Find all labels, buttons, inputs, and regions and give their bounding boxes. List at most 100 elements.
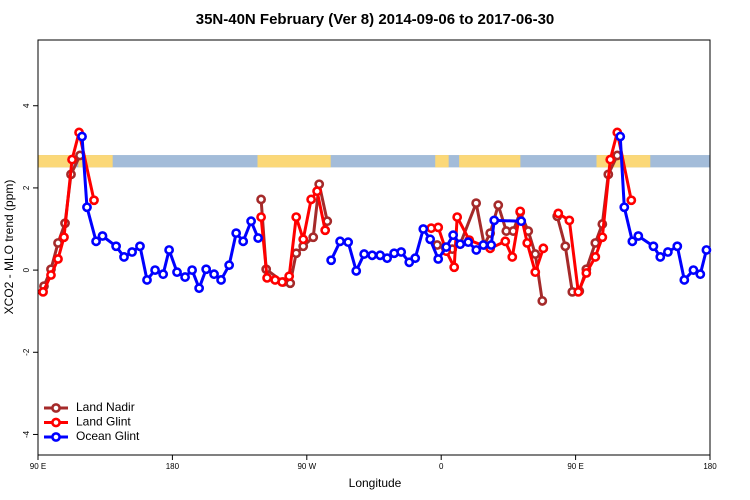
x-tick-label: 90 W bbox=[297, 462, 316, 471]
y-axis-label: XCO2 - MLO trend (ppm) bbox=[2, 180, 16, 315]
y-tick-label: -4 bbox=[22, 430, 31, 438]
data-point bbox=[172, 267, 182, 278]
data-point bbox=[246, 216, 256, 227]
data-point bbox=[216, 275, 226, 285]
data-point bbox=[486, 240, 497, 250]
data-point bbox=[452, 212, 463, 222]
data-point bbox=[530, 249, 541, 259]
x-tick-label: 90 E bbox=[567, 462, 583, 471]
x-tick-label: 180 bbox=[703, 462, 717, 471]
data-point bbox=[441, 242, 452, 252]
data-point bbox=[231, 228, 242, 239]
data-point bbox=[77, 131, 87, 142]
data-point bbox=[382, 253, 393, 264]
legend-label: Land Nadir bbox=[76, 400, 135, 414]
data-point bbox=[627, 236, 638, 247]
data-point bbox=[91, 236, 101, 247]
data-point bbox=[320, 225, 331, 236]
data-point bbox=[194, 283, 205, 294]
data-point bbox=[201, 264, 212, 275]
data-point bbox=[648, 241, 659, 252]
data-point bbox=[655, 252, 666, 262]
data-point bbox=[695, 269, 706, 280]
land-band bbox=[459, 155, 521, 168]
data-point bbox=[560, 241, 571, 252]
data-point bbox=[306, 194, 317, 205]
data-point bbox=[284, 271, 295, 282]
data-point bbox=[553, 208, 564, 219]
data-point bbox=[238, 236, 249, 247]
data-point bbox=[351, 266, 362, 276]
ocean-band bbox=[38, 155, 710, 168]
data-point bbox=[158, 269, 169, 280]
x-tick-label: 90 E bbox=[30, 462, 46, 471]
data-point bbox=[410, 253, 421, 264]
data-point bbox=[262, 273, 272, 283]
legend-marker bbox=[51, 403, 61, 413]
data-point bbox=[537, 296, 548, 306]
data-point bbox=[256, 194, 267, 205]
data-point bbox=[605, 154, 616, 165]
data-point bbox=[164, 245, 175, 255]
data-point bbox=[97, 231, 108, 241]
data-point bbox=[478, 240, 489, 250]
data-point bbox=[471, 245, 482, 255]
data-point bbox=[335, 236, 346, 247]
data-point bbox=[530, 267, 541, 278]
data-point bbox=[150, 265, 160, 275]
data-point bbox=[688, 265, 699, 275]
data-point bbox=[418, 224, 429, 234]
y-tick-label: 2 bbox=[22, 185, 31, 190]
data-point bbox=[291, 212, 302, 222]
data-point bbox=[253, 233, 264, 243]
data-point bbox=[538, 243, 549, 254]
data-point bbox=[433, 222, 444, 233]
data-point bbox=[448, 230, 459, 241]
data-point bbox=[633, 231, 644, 241]
data-point bbox=[46, 270, 56, 280]
legend-marker bbox=[51, 417, 61, 428]
legend-label: Land Glint bbox=[76, 415, 131, 429]
data-point bbox=[312, 186, 323, 197]
data-point bbox=[626, 195, 637, 206]
data-point bbox=[507, 252, 518, 262]
y-tick-label: 4 bbox=[22, 103, 31, 108]
data-point bbox=[455, 239, 466, 250]
data-point bbox=[89, 195, 99, 206]
data-point bbox=[515, 206, 526, 217]
y-tick-label: -2 bbox=[22, 348, 31, 356]
x-tick-label: 180 bbox=[166, 462, 180, 471]
data-point bbox=[127, 247, 137, 257]
data-point bbox=[701, 245, 712, 255]
data-point bbox=[489, 215, 500, 226]
data-point bbox=[298, 234, 309, 245]
data-point bbox=[425, 234, 436, 245]
data-point bbox=[672, 241, 683, 252]
land-band bbox=[435, 155, 449, 168]
data-point bbox=[180, 272, 190, 282]
data-point bbox=[662, 247, 673, 257]
land-band bbox=[257, 155, 331, 168]
data-point bbox=[82, 202, 92, 213]
x-axis-label: Longitude bbox=[349, 476, 402, 490]
data-point bbox=[471, 198, 482, 209]
data-point bbox=[308, 232, 319, 243]
data-point bbox=[449, 262, 460, 273]
data-point bbox=[277, 277, 288, 287]
data-point bbox=[564, 215, 575, 226]
data-point bbox=[326, 255, 337, 266]
data-point bbox=[343, 237, 354, 248]
data-point bbox=[111, 241, 122, 252]
data-point bbox=[433, 254, 444, 264]
data-point bbox=[516, 216, 527, 227]
data-point bbox=[359, 249, 370, 259]
legend-label: Ocean Glint bbox=[76, 429, 140, 443]
data-point bbox=[573, 286, 584, 297]
data-point bbox=[615, 131, 626, 142]
data-point bbox=[581, 268, 592, 278]
data-point bbox=[209, 269, 219, 280]
data-point bbox=[619, 202, 630, 213]
chart-title: 35N-40N February (Ver 8) 2014-09-06 to 2… bbox=[196, 11, 555, 28]
data-point bbox=[396, 247, 407, 257]
